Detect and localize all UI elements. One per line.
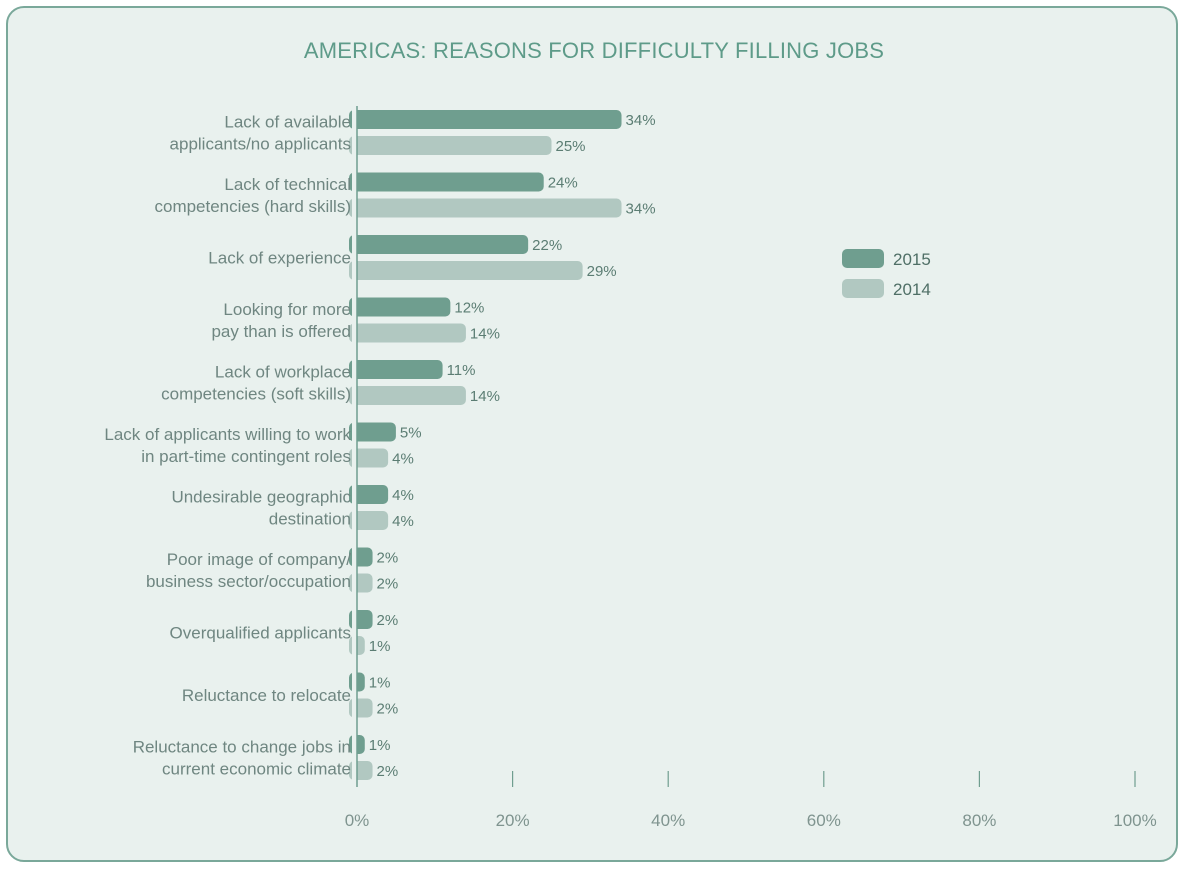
category-label-1-1: competencies (hard skills) — [154, 197, 351, 216]
legend-swatch-2014 — [842, 279, 884, 298]
value-label-2015-10: 1% — [369, 737, 391, 754]
category-label-7-0: Poor image of company/ — [167, 550, 352, 569]
category-label-1-0: Lack of technical — [224, 175, 351, 194]
category-label-6-1: destination — [269, 510, 351, 529]
value-label-2014-4: 14% — [470, 388, 500, 405]
value-label-2015-4: 11% — [447, 362, 476, 379]
value-label-2015-1: 24% — [548, 175, 578, 192]
bar-2014-5 — [349, 448, 389, 468]
x-tick-label-0: 0% — [345, 811, 370, 830]
chart-title: AMERICAS: REASONS FOR DIFFICULTY FILLING… — [303, 38, 885, 63]
bar-2015-4 — [349, 360, 443, 379]
value-label-2014-2: 29% — [587, 263, 617, 280]
bar-2014-6 — [349, 511, 389, 530]
value-label-2014-5: 4% — [392, 451, 414, 468]
value-label-2015-9: 1% — [369, 675, 391, 692]
category-label-0-1: applicants/no applicants — [170, 135, 351, 154]
category-labels-group: Lack of available applicants/no applicant… — [104, 113, 351, 779]
value-label-2014-3: 14% — [470, 326, 500, 343]
value-label-2015-8: 2% — [377, 612, 399, 629]
category-label-6-0: Undesirable geographic — [171, 488, 351, 507]
bars-group: 34% 25% 24% 34% 22% 29% 12% 14% 11% 14% 5% 4% 4% 4% 2%… — [349, 110, 656, 780]
value-label-2014-7: 2% — [377, 576, 399, 593]
legend-label-2014: 2014 — [893, 280, 931, 299]
value-label-2014-0: 25% — [556, 138, 586, 155]
category-label-0-0: Lack of available — [224, 113, 351, 132]
x-tick-label-20: 20% — [496, 811, 530, 830]
legend: 2015 2014 — [842, 249, 931, 299]
category-label-4-0: Lack of workplace — [215, 363, 351, 382]
y-axis-mask — [352, 108, 357, 784]
legend-label-2015: 2015 — [893, 250, 931, 269]
bar-2014-0 — [349, 136, 552, 155]
category-label-4-1: competencies (soft skills) — [161, 385, 351, 404]
value-label-2014-9: 2% — [377, 701, 399, 718]
bar-2015-2 — [349, 235, 529, 254]
value-label-2015-3: 12% — [454, 300, 484, 317]
category-label-3-1: pay than is offered — [211, 322, 351, 341]
value-label-2014-1: 34% — [626, 201, 656, 218]
value-label-2015-0: 34% — [626, 112, 656, 129]
value-label-2015-5: 5% — [400, 425, 422, 442]
bar-2015-3 — [349, 297, 451, 317]
category-label-5-0: Lack of applicants willing to work — [104, 425, 351, 444]
category-label-2-0: Lack of experience — [208, 249, 351, 268]
legend-swatch-2015 — [842, 249, 884, 268]
bar-2014-1 — [349, 198, 622, 218]
category-label-9-0: Reluctance to relocate — [182, 686, 351, 705]
value-label-2015-7: 2% — [377, 550, 399, 567]
x-axis: 0% 20% 40% 60% 80% 100% — [345, 106, 1157, 830]
value-label-2014-6: 4% — [392, 513, 414, 530]
x-tick-label-40: 40% — [651, 811, 685, 830]
bar-2015-0 — [349, 110, 622, 129]
bar-2014-3 — [349, 323, 466, 343]
value-label-2014-8: 1% — [369, 638, 391, 655]
x-tick-label-60: 60% — [807, 811, 841, 830]
bar-2015-5 — [349, 422, 396, 442]
bar-2015-6 — [349, 485, 389, 504]
value-label-2015-2: 22% — [532, 237, 562, 254]
x-tick-label-80: 80% — [962, 811, 996, 830]
bar-2014-2 — [349, 261, 583, 280]
category-label-3-0: Looking for more — [223, 300, 351, 319]
bar-2014-4 — [349, 386, 466, 405]
category-label-8-0: Overqualified applicants — [170, 624, 351, 643]
x-tick-label-100: 100% — [1113, 811, 1156, 830]
category-label-10-1: current economic climate — [162, 760, 351, 779]
category-label-7-1: business sector/occupation — [146, 572, 351, 591]
chart-card — [6, 6, 1178, 862]
value-label-2014-10: 2% — [377, 763, 399, 780]
value-label-2015-6: 4% — [392, 487, 414, 504]
bar-2015-1 — [349, 172, 544, 192]
category-label-10-0: Reluctance to change jobs in — [133, 738, 351, 757]
category-label-5-1: in part-time contingent roles — [141, 447, 351, 466]
